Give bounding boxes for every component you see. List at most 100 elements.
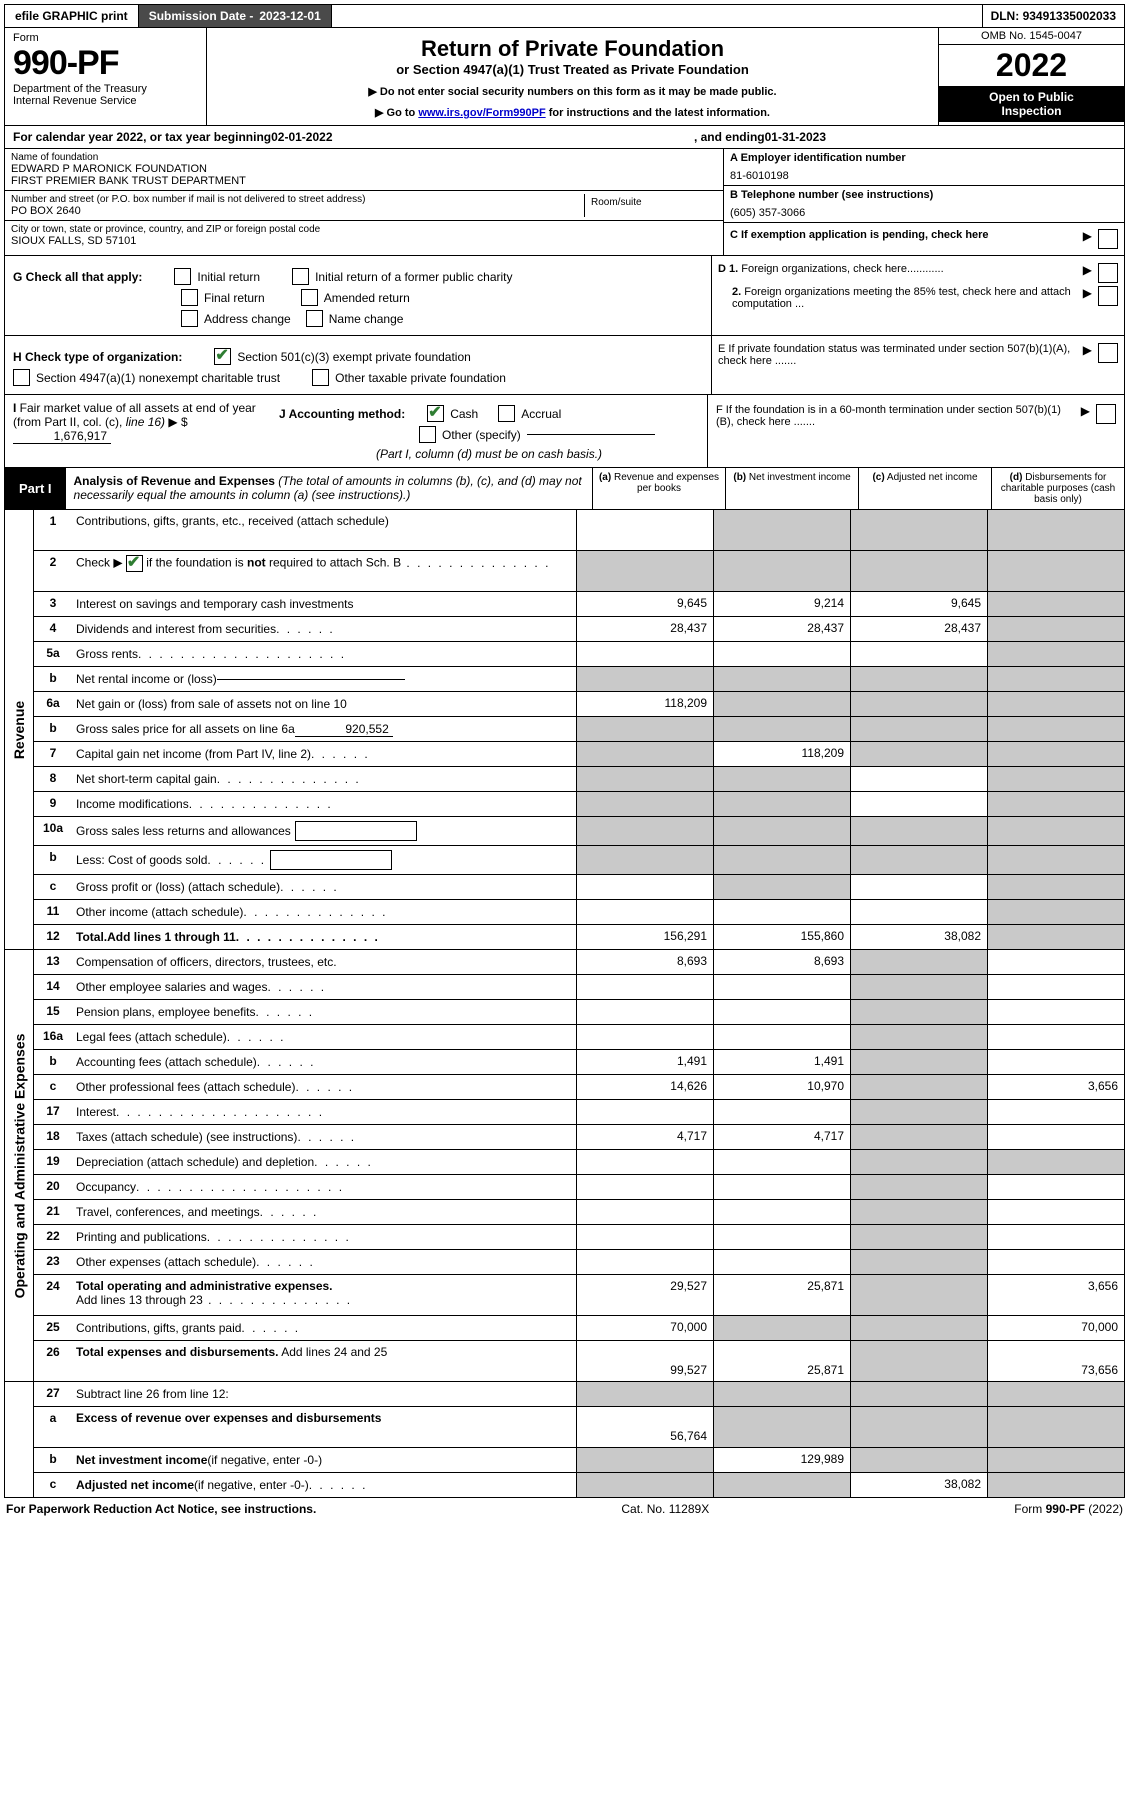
desc-26: Total expenses and disbursements. Add li… [72,1341,576,1381]
amt-19c [850,1150,987,1174]
e-checkbox[interactable] [1098,343,1118,363]
g-o5: Amended return [324,291,410,305]
ln-16b: b [34,1050,72,1074]
amt-24a: 29,527 [576,1275,713,1315]
amt-7b: 118,209 [713,742,850,766]
line-27: 27 Subtract line 26 from line 12: [34,1382,1124,1407]
amt-27d [987,1382,1124,1406]
h-4947-checkbox[interactable] [13,369,30,386]
submission-label: Submission Date - [149,9,254,23]
g-o1: Initial return [197,270,260,284]
line-8: 8 Net short-term capital gain [34,767,1124,792]
ln-6b: b [34,717,72,741]
d1-checkbox[interactable] [1098,263,1118,283]
f-section: F If the foundation is in a 60-month ter… [707,395,1124,467]
cal-pre: For calendar year 2022, or tax year begi… [13,130,271,144]
g-name-change-checkbox[interactable] [306,310,323,327]
e-section: E If private foundation status was termi… [711,336,1124,394]
ln-11: 11 [34,900,72,924]
desc-16c: Other professional fees (attach schedule… [72,1075,576,1099]
amt-18a: 4,717 [576,1125,713,1149]
amt-19a [576,1150,713,1174]
line-14: 14 Other employee salaries and wages [34,975,1124,1000]
amt-19d [987,1150,1124,1174]
g-address-change-checkbox[interactable] [181,310,198,327]
amt-9b [713,792,850,816]
amt-12c: 38,082 [850,925,987,949]
g-initial-former-checkbox[interactable] [292,268,309,285]
ln-10a: 10a [34,817,72,845]
amt-9c [850,792,987,816]
efile-print-button[interactable]: efile GRAPHIC print [5,5,139,27]
amt-17d [987,1100,1124,1124]
ln-10b: b [34,846,72,874]
part1-header: Part I Analysis of Revenue and Expenses … [4,468,1125,510]
g-amended-checkbox[interactable] [301,289,318,306]
amt-6aa: 118,209 [576,692,713,716]
j-o1: Cash [450,407,478,421]
ein-value: 81-6010198 [730,170,1118,182]
line-10c: c Gross profit or (loss) (attach schedul… [34,875,1124,900]
form-subtitle: or Section 4947(a)(1) Trust Treated as P… [217,62,928,77]
h-501c3-checkbox[interactable] [214,348,231,365]
d2-checkbox[interactable] [1098,286,1118,306]
amt-10ba [576,846,713,874]
c-checkbox[interactable] [1098,229,1118,249]
irs: Internal Revenue Service [13,95,198,107]
expenses-rows: 13 Compensation of officers, directors, … [34,950,1124,1381]
line-16a: 16a Legal fees (attach schedule) [34,1025,1124,1050]
desc-4: Dividends and interest from securities [72,617,576,641]
room-label: Room/suite [591,197,711,208]
amt-25d: 70,000 [987,1316,1124,1340]
schb-checkbox[interactable] [126,555,143,572]
ln-17: 17 [34,1100,72,1124]
g-o2: Final return [204,291,265,305]
dln-label: DLN: [991,9,1023,23]
amt-15d [987,1000,1124,1024]
open-line2: Inspection [939,104,1124,118]
ln-4: 4 [34,617,72,641]
j-accrual-checkbox[interactable] [498,405,515,422]
amt-23b [713,1250,850,1274]
amt-27cc: 38,082 [850,1473,987,1497]
ln-27a: a [34,1407,72,1447]
amt-6ad [987,692,1124,716]
amt-27ad [987,1407,1124,1447]
desc-5a: Gross rents [72,642,576,666]
g-o3: Address change [204,312,291,326]
g-final-return-checkbox[interactable] [181,289,198,306]
desc-27a: Excess of revenue over expenses and disb… [72,1407,576,1447]
g-section: G Check all that apply: Initial return I… [5,256,711,335]
amt-22d [987,1225,1124,1249]
amt-4d [987,617,1124,641]
amt-4c: 28,437 [850,617,987,641]
foundation-name-1: EDWARD P MARONICK FOUNDATION [11,163,717,175]
g-d-block: G Check all that apply: Initial return I… [4,256,1125,336]
arrow-icon: ▶ [1083,286,1092,300]
h-other-taxable-checkbox[interactable] [312,369,329,386]
phone-value: (605) 357-3066 [730,207,1118,219]
desc-10c: Gross profit or (loss) (attach schedule) [72,875,576,899]
line-6a: 6a Net gain or (loss) from sale of asset… [34,692,1124,717]
j-cash-checkbox[interactable] [427,405,444,422]
ln-16c: c [34,1075,72,1099]
amt-12a: 156,291 [576,925,713,949]
j-other-checkbox[interactable] [419,426,436,443]
line-13: 13 Compensation of officers, directors, … [34,950,1124,975]
line-21: 21 Travel, conferences, and meetings [34,1200,1124,1225]
g-initial-return-checkbox[interactable] [174,268,191,285]
ln-27b: b [34,1448,72,1472]
line-10a: 10a Gross sales less returns and allowan… [34,817,1124,846]
col-a-header: (a) Revenue and expenses per books [592,468,725,509]
amt-13b: 8,693 [713,950,850,974]
dept: Department of the Treasury [13,83,198,95]
amt-27ac [850,1407,987,1447]
instructions-link[interactable]: www.irs.gov/Form990PF [418,107,545,119]
arrow-icon: ▶ [1083,229,1092,243]
name-label: Name of foundation [11,152,717,163]
desc-22: Printing and publications [72,1225,576,1249]
line-16c: c Other professional fees (attach schedu… [34,1075,1124,1100]
f-checkbox[interactable] [1096,404,1116,424]
line-16b: b Accounting fees (attach schedule) 1,49… [34,1050,1124,1075]
amt-3d [987,592,1124,616]
